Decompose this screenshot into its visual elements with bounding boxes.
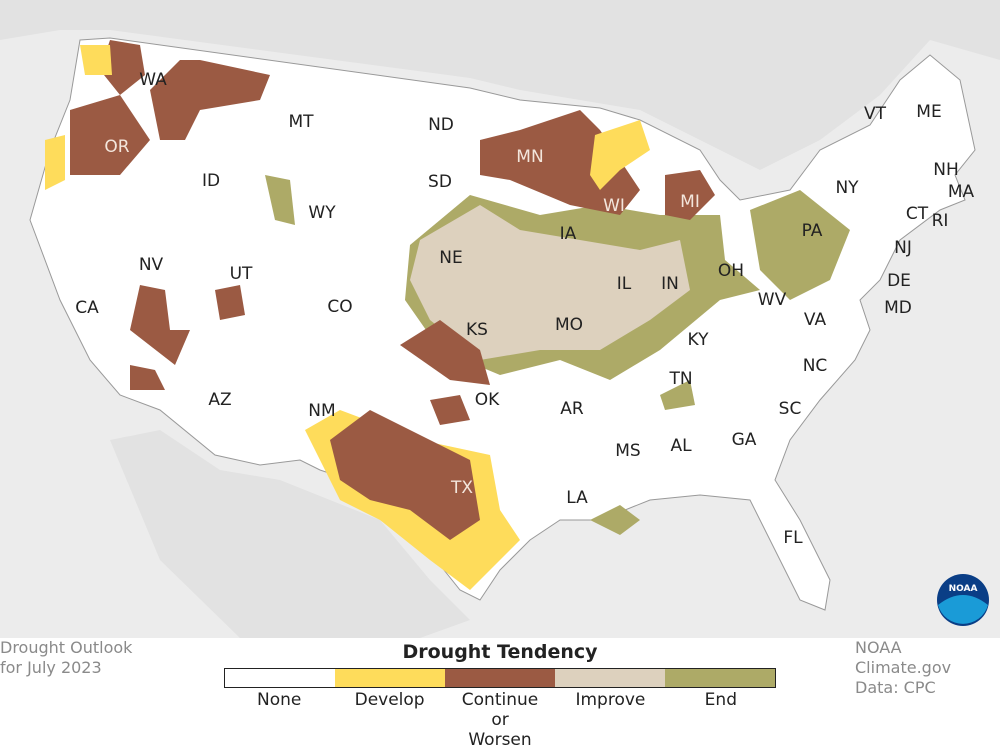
state-label: ID [202, 171, 220, 191]
state-label: CO [327, 297, 352, 317]
tendency-area [430, 395, 470, 425]
state-label: MD [884, 298, 912, 318]
tendency-area [665, 170, 715, 220]
state-label: VT [864, 104, 887, 124]
tendency-area [70, 95, 150, 175]
logo-text: NOAA [949, 584, 978, 594]
state-label: ND [428, 115, 454, 135]
tendency-area [45, 135, 65, 190]
state-label: MI [680, 192, 700, 212]
caption-line: for July 2023 [0, 658, 102, 677]
tendency-area [265, 175, 295, 225]
canada [0, 0, 1000, 170]
state-label: WY [308, 203, 336, 223]
state-label: DE [887, 271, 911, 291]
state-label: SD [428, 172, 452, 192]
tendency-area [750, 190, 850, 300]
state-label: WV [758, 290, 787, 310]
credit: NOAA Climate.gov Data: CPC [855, 638, 1000, 698]
state-label: AZ [208, 390, 231, 410]
state-label: NM [308, 401, 335, 421]
state-label: MS [615, 441, 640, 461]
state-label: AR [560, 399, 584, 419]
state-label: NJ [894, 238, 912, 258]
tendency-area [660, 380, 695, 410]
legend-label: Improve [575, 690, 646, 710]
legend-swatch [665, 669, 775, 687]
legend-swatch [335, 669, 445, 687]
state-label: NY [835, 178, 859, 198]
state-label: NV [139, 255, 164, 275]
state-label: WA [139, 70, 167, 90]
tendency-area [590, 120, 650, 190]
legend-label: Develop [354, 690, 425, 710]
tendency-area [330, 410, 480, 540]
state-label: RI [932, 211, 949, 231]
state-label: OK [475, 390, 500, 410]
legend-swatch [445, 669, 555, 687]
legend-title: Drought Tendency [402, 641, 598, 663]
tendency-area [80, 45, 112, 75]
state-label: WI [603, 196, 625, 216]
legend-bar [224, 668, 776, 688]
legend-label: Continue or Worsen [461, 690, 539, 750]
caption-line: Drought Outlook [0, 638, 133, 657]
state-labels: WA OR CA NV ID MT WY UT CO AZ NM ND SD NE KS OK TX MN IA MO… [75, 70, 974, 548]
state-label: TN [668, 369, 692, 389]
tendency-area [130, 285, 190, 365]
legend-label: End [704, 690, 737, 710]
state-label: IL [617, 274, 632, 294]
state-label: OH [718, 261, 744, 281]
tendency-area [590, 505, 640, 535]
state-label: VA [804, 310, 827, 330]
state-label: IN [661, 274, 679, 294]
state-label: NE [439, 248, 462, 268]
caption: Drought Outlook for July 2023 [0, 638, 132, 678]
state-label: GA [732, 430, 757, 450]
legend-swatch [555, 669, 665, 687]
tendency-areas [45, 40, 850, 590]
state-label: SC [779, 399, 802, 419]
logo-wave [938, 595, 988, 624]
state-label: AL [670, 436, 692, 456]
legend-label: None [257, 690, 302, 710]
tendency-area [410, 205, 690, 360]
mexico [110, 430, 470, 638]
map: WA OR CA NV ID MT WY UT CO AZ NM ND SD NE KS OK TX MN IA MO… [0, 0, 1000, 638]
credit-line: Data: CPC [855, 678, 936, 697]
state-label: MA [948, 182, 975, 202]
state-label: MT [288, 112, 314, 132]
tendency-area [400, 320, 490, 385]
state-label: NC [803, 356, 828, 376]
state-label: KY [688, 330, 710, 350]
state-label: UT [230, 264, 253, 284]
state-label: MO [555, 315, 583, 335]
state-label: CA [75, 298, 99, 318]
state-label: MN [516, 147, 543, 167]
state-label: OR [104, 137, 129, 157]
tendency-area [150, 60, 270, 140]
state-label: LA [566, 488, 588, 508]
tendency-area [100, 40, 145, 95]
credit-line: NOAA Climate.gov [855, 638, 952, 677]
state-label: TX [450, 478, 473, 498]
state-label: IA [560, 224, 577, 244]
state-label: NH [933, 160, 959, 180]
state-label: FL [783, 528, 803, 548]
state-label: KS [466, 320, 488, 340]
state-label: ME [916, 102, 941, 122]
tendency-area [130, 365, 165, 390]
tendency-area [215, 285, 245, 320]
legend-labels: None Develop Continue or Worsen Improve End [224, 690, 776, 750]
state-label: PA [802, 221, 823, 241]
state-label: CT [906, 204, 929, 224]
legend-swatch [225, 669, 335, 687]
